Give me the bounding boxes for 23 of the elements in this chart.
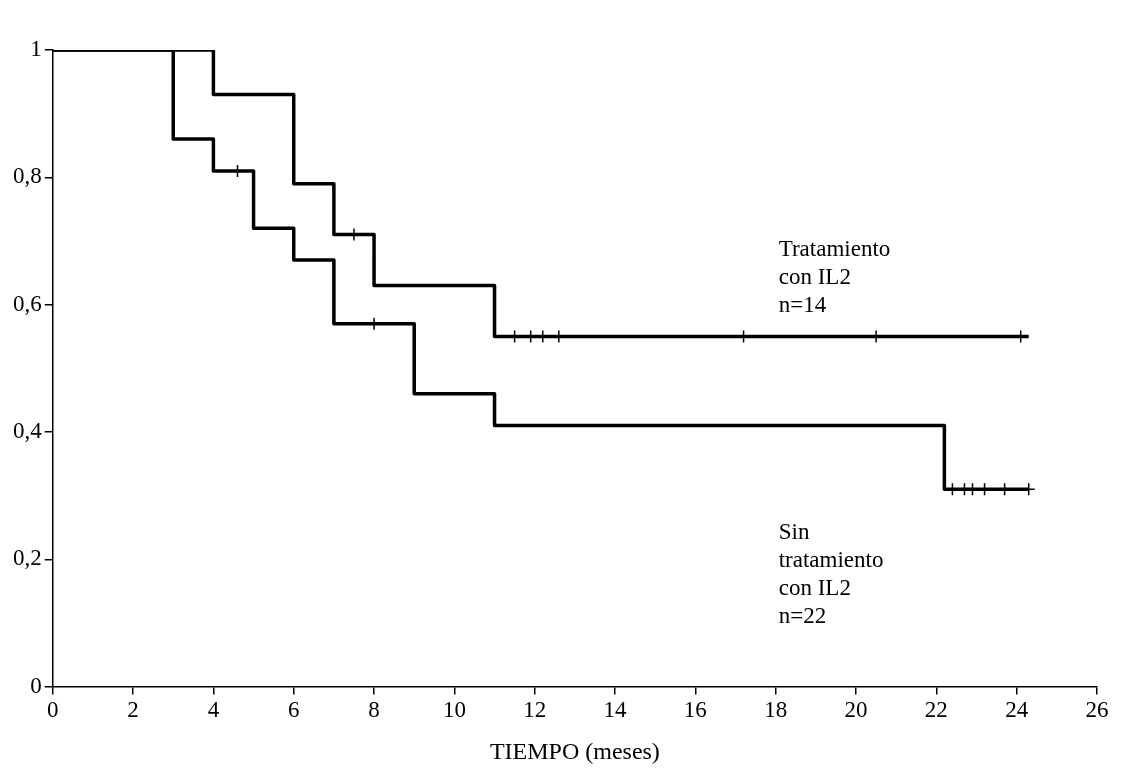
x-tick-label: 2 — [127, 697, 139, 723]
x-tick-label: 24 — [1005, 697, 1029, 723]
x-tick-label: 16 — [683, 697, 707, 723]
x-tick-label: 0 — [47, 697, 59, 723]
x-tick-label: 26 — [1085, 697, 1109, 723]
x-tick-label: 14 — [603, 697, 628, 723]
series-label: Tratamiento con IL2 n=14 — [778, 236, 891, 318]
y-tick-label: 0,4 — [13, 418, 43, 444]
text: Sin tratamiento con IL2 n=22 — [778, 519, 884, 629]
x-tick-label: 6 — [287, 697, 300, 723]
x-tick-label: 20 — [844, 697, 868, 723]
x-tick-label: 18 — [764, 697, 788, 723]
y-tick-label: 0,8 — [13, 163, 42, 189]
x-tick-label: 10 — [442, 697, 466, 723]
x-tick-label: 4 — [207, 697, 220, 723]
x-axis-title: TIEMPO (meses) — [489, 737, 660, 764]
y-tick-label: 1 — [30, 36, 42, 62]
y-tick-label: 0 — [30, 672, 42, 698]
x-tick-label: 8 — [368, 697, 380, 723]
x-tick-label: 22 — [924, 697, 948, 723]
y-tick-label: 0,6 — [13, 290, 42, 316]
x-tick-label: 12 — [523, 697, 547, 723]
y-tick-label: 0,2 — [13, 545, 42, 571]
